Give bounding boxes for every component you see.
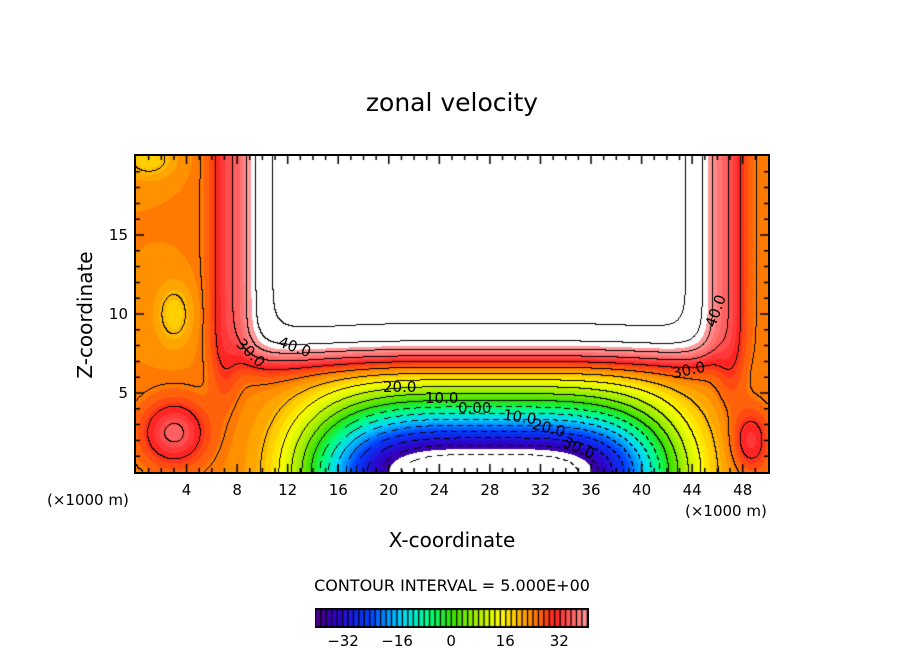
contour-interval-text: CONTOUR INTERVAL = 5.000E+00 <box>314 576 590 595</box>
z-axis-label: Z-coordinate <box>73 251 97 379</box>
x-tick-label: 16 <box>328 481 348 499</box>
x-tick-label: 20 <box>379 481 399 499</box>
z-tick-label: 10 <box>108 305 128 323</box>
x-axis-label: X-coordinate <box>388 528 516 552</box>
plot-frame <box>134 154 770 474</box>
colorbar <box>315 608 589 628</box>
contour-label: 20.0 <box>383 378 417 396</box>
x-tick-label: 48 <box>733 481 753 499</box>
x-tick-label: 8 <box>232 481 242 499</box>
colorbar-tick-label: −32 <box>327 632 359 650</box>
plot-area: 40.0 30.0 30.0 40.0 20.0 10.0 0.00 10.0 … <box>134 154 770 474</box>
z-tick-label: 15 <box>108 226 128 244</box>
colorbar-tick-label: 16 <box>495 632 515 650</box>
x-tick-label: 32 <box>530 481 551 499</box>
x-tick-label: 36 <box>581 481 601 499</box>
x-tick-label: 28 <box>480 481 500 499</box>
x-unit-label-left: (×1000 m) <box>47 491 129 509</box>
x-tick-label: 44 <box>682 481 702 499</box>
colorbar-tick-label: 32 <box>549 632 569 650</box>
chart-title: zonal velocity <box>365 88 539 117</box>
contour-label: 10.0 <box>425 389 459 407</box>
x-tick-label: 40 <box>632 481 652 499</box>
contour-field <box>136 156 768 472</box>
x-unit-label-right: (×1000 m) <box>685 502 767 520</box>
colorbar-tick-label: −16 <box>381 632 413 650</box>
contour-label: 0.00 <box>458 399 492 417</box>
z-tick-label: 5 <box>118 384 128 402</box>
x-tick-label: 24 <box>429 481 449 499</box>
x-tick-label: 12 <box>278 481 298 499</box>
x-tick-label: 4 <box>181 481 192 499</box>
colorbar-tick-label: 0 <box>446 632 456 650</box>
